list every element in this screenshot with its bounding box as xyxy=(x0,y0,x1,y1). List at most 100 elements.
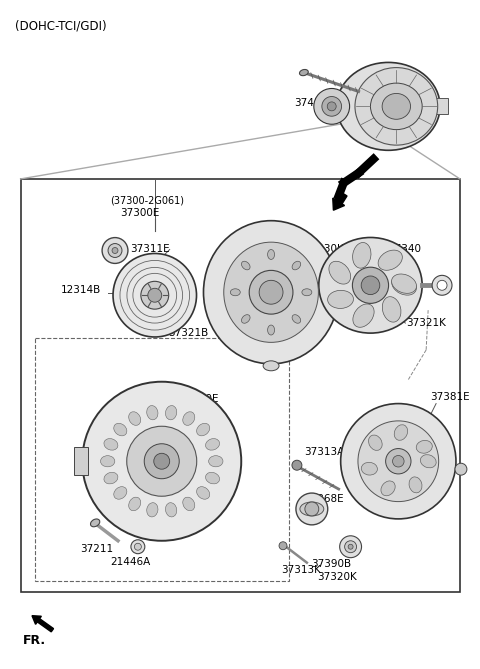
Ellipse shape xyxy=(329,262,351,284)
Circle shape xyxy=(341,403,456,519)
Ellipse shape xyxy=(205,472,219,484)
Ellipse shape xyxy=(147,405,158,420)
Ellipse shape xyxy=(129,411,141,425)
Ellipse shape xyxy=(302,289,312,296)
Ellipse shape xyxy=(183,497,195,510)
FancyArrow shape xyxy=(333,192,347,210)
Ellipse shape xyxy=(224,242,318,343)
Ellipse shape xyxy=(209,456,223,467)
Bar xyxy=(21,179,460,593)
Circle shape xyxy=(102,237,128,264)
Bar xyxy=(436,98,448,114)
Ellipse shape xyxy=(183,411,195,425)
Text: 37381E: 37381E xyxy=(430,391,470,401)
Ellipse shape xyxy=(361,462,377,475)
Ellipse shape xyxy=(353,243,371,268)
Circle shape xyxy=(352,267,389,303)
Circle shape xyxy=(127,426,197,496)
Text: 37321B: 37321B xyxy=(168,328,208,338)
Text: (DOHC-TCI/GDI): (DOHC-TCI/GDI) xyxy=(14,20,106,33)
Ellipse shape xyxy=(328,290,353,308)
Ellipse shape xyxy=(382,94,410,119)
Circle shape xyxy=(393,456,404,467)
Ellipse shape xyxy=(409,477,422,493)
Ellipse shape xyxy=(197,486,210,499)
Circle shape xyxy=(249,270,293,314)
Circle shape xyxy=(113,254,196,337)
Ellipse shape xyxy=(129,497,141,510)
Ellipse shape xyxy=(300,502,324,516)
Ellipse shape xyxy=(392,274,417,293)
Text: 37320K: 37320K xyxy=(317,571,357,581)
Circle shape xyxy=(345,541,357,553)
Ellipse shape xyxy=(336,62,440,151)
Circle shape xyxy=(327,102,336,111)
Ellipse shape xyxy=(300,70,308,76)
Circle shape xyxy=(148,288,162,302)
Circle shape xyxy=(348,545,353,549)
FancyArrow shape xyxy=(32,615,54,632)
Ellipse shape xyxy=(91,519,100,527)
Circle shape xyxy=(259,280,283,304)
Circle shape xyxy=(144,444,179,479)
Ellipse shape xyxy=(292,262,300,270)
Text: 37211: 37211 xyxy=(80,544,113,554)
Ellipse shape xyxy=(263,361,279,371)
Ellipse shape xyxy=(147,502,158,517)
Circle shape xyxy=(112,248,118,254)
Ellipse shape xyxy=(104,472,118,484)
Text: 37321K: 37321K xyxy=(406,318,446,328)
Ellipse shape xyxy=(371,83,422,130)
Ellipse shape xyxy=(378,250,402,270)
Text: 37340: 37340 xyxy=(388,244,421,254)
Text: 37300E: 37300E xyxy=(120,208,159,217)
Circle shape xyxy=(432,276,452,295)
Ellipse shape xyxy=(382,296,401,322)
Ellipse shape xyxy=(104,439,118,450)
Circle shape xyxy=(361,276,380,294)
Ellipse shape xyxy=(204,221,339,364)
Circle shape xyxy=(385,448,411,474)
Ellipse shape xyxy=(381,481,395,496)
Text: (37300-2G061): (37300-2G061) xyxy=(110,196,184,206)
Ellipse shape xyxy=(416,440,432,453)
Ellipse shape xyxy=(166,502,177,517)
Ellipse shape xyxy=(114,486,127,499)
Circle shape xyxy=(131,540,145,554)
Ellipse shape xyxy=(197,423,210,436)
Circle shape xyxy=(305,502,319,516)
Circle shape xyxy=(279,542,287,550)
Ellipse shape xyxy=(100,456,115,467)
Circle shape xyxy=(296,493,328,525)
Bar xyxy=(74,448,88,475)
Bar xyxy=(36,338,289,581)
Circle shape xyxy=(314,88,349,124)
Circle shape xyxy=(141,282,168,309)
Ellipse shape xyxy=(420,455,436,468)
Ellipse shape xyxy=(241,262,250,270)
Ellipse shape xyxy=(355,68,438,145)
Ellipse shape xyxy=(353,304,374,327)
Text: 37451: 37451 xyxy=(294,98,327,108)
Circle shape xyxy=(154,454,170,469)
Ellipse shape xyxy=(267,250,275,260)
Circle shape xyxy=(437,280,447,290)
Ellipse shape xyxy=(166,405,177,420)
Text: 37360E: 37360E xyxy=(180,393,219,403)
Text: 37330K: 37330K xyxy=(304,244,344,254)
Circle shape xyxy=(292,460,302,470)
Ellipse shape xyxy=(394,425,408,440)
Text: 37311E: 37311E xyxy=(130,244,169,254)
Text: 37313A: 37313A xyxy=(304,448,344,458)
Ellipse shape xyxy=(114,423,127,436)
Text: 12314B: 12314B xyxy=(60,285,101,295)
Ellipse shape xyxy=(319,237,422,333)
Text: 37368E: 37368E xyxy=(304,494,344,504)
Ellipse shape xyxy=(205,439,219,450)
Ellipse shape xyxy=(292,314,300,323)
Circle shape xyxy=(108,244,122,258)
Text: 37313K: 37313K xyxy=(281,565,321,575)
Ellipse shape xyxy=(230,289,240,296)
Circle shape xyxy=(322,96,342,116)
Circle shape xyxy=(358,421,439,502)
